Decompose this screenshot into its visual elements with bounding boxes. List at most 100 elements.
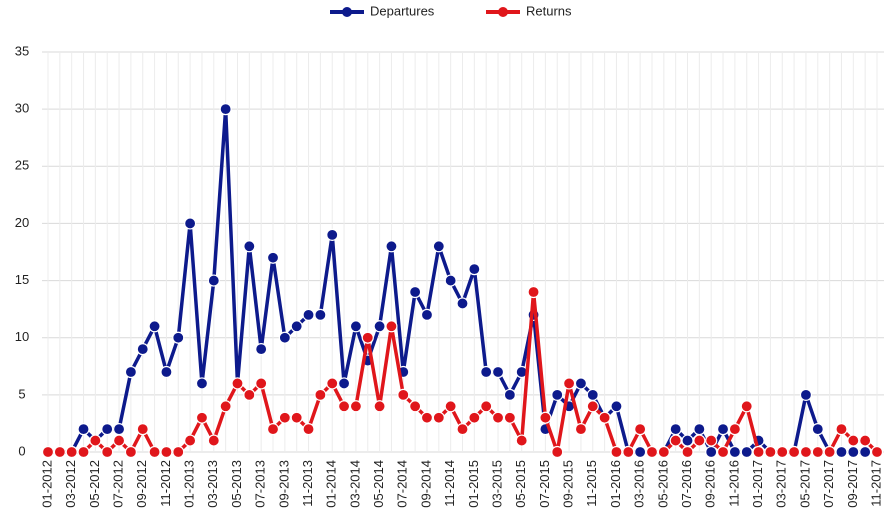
data-point	[53, 445, 66, 459]
x-tick-label: 03-2014	[347, 460, 362, 508]
data-point	[634, 445, 647, 459]
data-point	[112, 423, 126, 436]
data-point	[539, 411, 552, 424]
data-point	[432, 411, 445, 424]
x-tick-label: 05-2017	[797, 460, 812, 508]
data-point	[397, 388, 410, 401]
x-tick-label: 03-2012	[63, 460, 78, 508]
data-point	[859, 434, 872, 447]
x-tick-label: 01-2017	[750, 460, 765, 508]
x-tick-label: 03-2016	[632, 460, 647, 508]
data-point	[373, 400, 386, 413]
data-point	[112, 434, 126, 447]
data-point	[574, 377, 588, 390]
data-point	[787, 445, 801, 459]
y-tick-label: 20	[15, 215, 29, 230]
data-point	[610, 445, 623, 459]
data-point	[349, 400, 363, 413]
data-point	[740, 400, 753, 413]
data-point	[799, 388, 813, 401]
data-point	[527, 285, 540, 299]
data-point	[598, 411, 611, 424]
data-point	[77, 423, 90, 436]
data-point	[148, 320, 161, 333]
data-point	[409, 400, 422, 413]
data-point	[574, 423, 588, 436]
data-point	[444, 274, 457, 287]
data-point	[160, 365, 173, 379]
y-tick-label: 25	[15, 158, 29, 173]
data-point	[326, 228, 339, 241]
data-point	[693, 434, 706, 447]
data-point	[136, 343, 149, 356]
y-tick-label: 30	[15, 101, 29, 116]
data-point	[752, 445, 765, 459]
x-tick-label: 11-2014	[442, 460, 457, 507]
data-point	[124, 445, 137, 459]
x-tick-label: 05-2016	[655, 460, 670, 508]
data-point	[278, 331, 291, 344]
data-point	[160, 445, 173, 459]
data-point	[101, 423, 114, 436]
data-point	[385, 320, 398, 333]
x-tick-label: 11-2013	[300, 460, 315, 507]
data-point	[491, 365, 505, 379]
data-point	[65, 445, 78, 459]
data-point	[41, 445, 55, 459]
x-tick-label: 03-2017	[774, 460, 789, 508]
x-tick-label: 01-2013	[182, 460, 197, 508]
data-point	[835, 423, 848, 436]
data-point	[645, 445, 659, 459]
x-tick-label: 05-2013	[229, 460, 244, 508]
x-tick-label: 11-2017	[868, 460, 883, 507]
x-tick-label: 03-2013	[205, 460, 220, 508]
data-point	[823, 445, 836, 459]
data-point	[728, 445, 741, 459]
x-tick-label: 01-2012	[39, 460, 54, 508]
data-point	[551, 388, 564, 401]
data-point	[705, 445, 718, 459]
x-tick-label: 03-2015	[489, 460, 504, 508]
data-point	[207, 274, 220, 287]
x-tick-label: 09-2015	[561, 460, 576, 508]
data-point	[290, 411, 303, 424]
data-point	[657, 445, 670, 459]
data-point	[515, 434, 528, 447]
data-point	[480, 365, 493, 379]
x-tick-label: 01-2015	[466, 460, 481, 508]
data-point	[101, 445, 114, 459]
data-point	[491, 411, 505, 424]
data-point	[551, 445, 564, 459]
data-point	[77, 445, 90, 459]
y-tick-label: 10	[15, 329, 29, 344]
x-tick-label: 07-2015	[537, 460, 552, 508]
data-point	[420, 411, 434, 424]
data-point	[847, 434, 860, 447]
data-point	[326, 377, 339, 390]
y-tick-label: 5	[18, 386, 25, 401]
x-tick-label: 01-2014	[324, 460, 339, 508]
data-point	[219, 400, 232, 413]
data-point	[337, 377, 351, 390]
data-point	[456, 423, 469, 436]
data-point	[231, 377, 244, 390]
data-point	[811, 423, 824, 436]
data-point	[172, 331, 185, 344]
data-point	[195, 377, 209, 390]
data-point	[634, 423, 647, 436]
data-point	[586, 400, 599, 413]
data-point	[480, 400, 493, 413]
x-tick-label: 11-2012	[158, 460, 173, 507]
data-point	[148, 445, 161, 459]
x-tick-label: 09-2012	[134, 460, 149, 508]
data-point	[136, 423, 149, 436]
data-point	[255, 343, 268, 356]
x-tick-label: 01-2016	[608, 460, 623, 508]
y-tick-label: 35	[15, 43, 29, 58]
data-point	[669, 423, 682, 436]
data-point	[266, 251, 280, 264]
data-point	[314, 388, 327, 401]
data-point	[859, 445, 872, 459]
data-point	[870, 445, 884, 459]
